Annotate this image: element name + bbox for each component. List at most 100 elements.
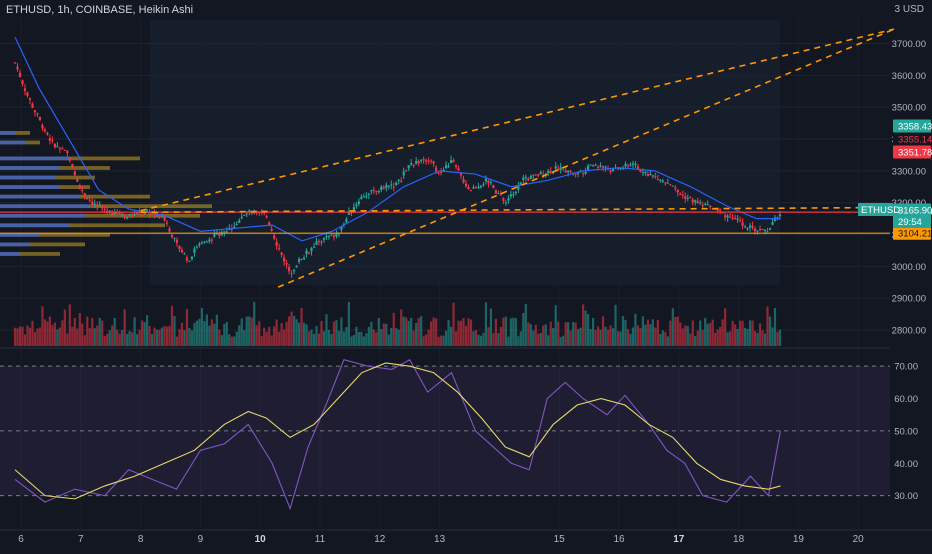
candle-body [225,231,228,233]
symbol-title: ETHUSD, 1h, COINBASE, Heikin Ashi [6,4,194,16]
candle-body [681,194,684,196]
volume-bar [71,326,74,346]
candle-body [736,218,739,220]
volume-bar [487,327,490,346]
candle-body [636,166,640,169]
candle-body [288,267,291,272]
candle-body [452,160,455,163]
candle-body [699,202,702,204]
candle-body [494,190,498,194]
volume-bar [113,317,116,346]
volume-bar [76,328,79,346]
volume-bar [397,329,400,346]
volume-bar [709,322,712,346]
candle-body [651,175,654,177]
volume-bar [118,333,121,346]
volume-bar [310,329,313,346]
currency-label[interactable]: 3 USD [894,4,924,15]
candle-body [392,186,395,188]
candle-body [58,147,61,149]
volume-bar [714,332,717,346]
volume-bar [567,322,570,346]
volume-bar [121,330,124,346]
candle-body [375,191,378,193]
volume-bar [375,332,378,346]
candle-body [106,210,109,212]
volume-bar [611,328,615,346]
volume-bar [569,330,572,346]
volume-bar [701,329,704,346]
candle-body [23,88,27,91]
volume-bar [101,320,104,346]
volume-bar [452,302,455,346]
candle-body [696,201,699,204]
time-axis-tick: 12 [374,534,386,545]
candle-body [322,237,326,240]
candle-body [631,163,635,165]
price-pane[interactable] [0,18,895,528]
volume-bar [509,318,512,346]
volume-bar [218,329,221,346]
volume-bar [634,313,637,346]
volume-profile-bar [0,175,55,180]
volume-bar [587,314,590,346]
candle-body [18,72,22,78]
volume-bar [532,330,535,346]
volume-bar [741,320,744,346]
candle-body [644,171,647,174]
volume-bar [370,321,373,346]
candle-body [437,172,440,174]
candle-body [724,215,727,218]
volume-bar [68,304,71,346]
price-axis-tick: 2800.00 [892,326,926,337]
volume-bar [547,335,550,346]
candle-body [355,204,358,207]
volume-bar [549,321,552,346]
candle-body [397,179,400,181]
volume-bar [542,325,545,346]
candle-body [557,168,560,171]
candle-body [624,163,627,167]
candle-body [28,98,32,100]
volume-profile-bar [0,252,20,256]
candle-body [213,233,216,237]
candle-body [569,171,572,173]
price-label-tag [893,203,931,217]
volume-bar [544,324,547,346]
volume-bar [669,320,672,346]
candle-body [362,196,365,198]
candle-body [447,166,450,168]
volume-bar [763,333,767,346]
volume-bar [646,319,650,346]
volume-bar [38,327,42,346]
candle-body [432,161,435,164]
candle-body [527,178,530,181]
candle-body [53,143,56,148]
candle-body [198,243,201,246]
volume-bar [719,326,722,346]
candle-body [270,228,273,231]
volume-bar [631,327,635,346]
rsi-band [0,366,890,496]
symbol-price-tag [858,203,893,216]
volume-bar [193,322,196,346]
candle-body [170,234,174,237]
candle-body [599,165,602,168]
volume-bar [462,317,465,346]
countdown-tag [893,216,931,228]
volume-profile-bar [0,213,85,218]
volume-bar [736,328,739,346]
volume-bar [420,316,423,346]
rsi-axis-tick: 60.00 [894,394,918,405]
rsi-axis-tick: 70.00 [894,362,918,373]
volume-bar [771,327,774,346]
volume-bar [529,324,532,346]
volume-bar [539,332,542,346]
candle-body [454,165,458,168]
candle-body [61,148,64,150]
volume-bar [51,324,54,346]
rsi-pane[interactable] [0,358,890,511]
volume-bar [315,326,318,346]
